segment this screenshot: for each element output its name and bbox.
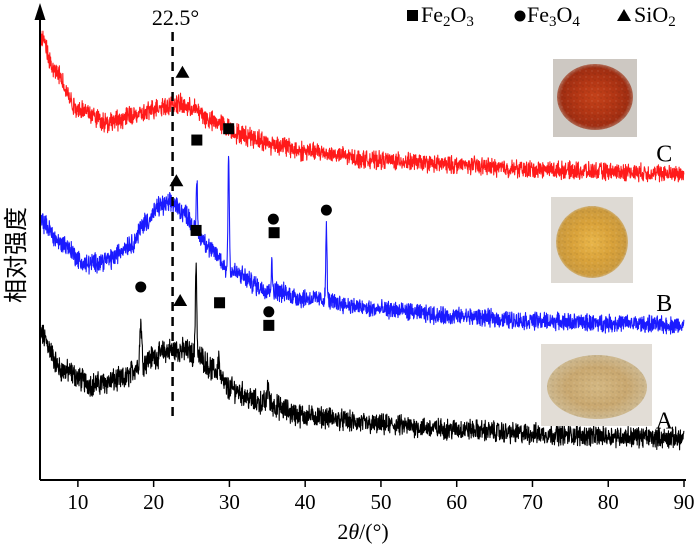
legend-triangle-marker — [617, 9, 631, 21]
series-label-A: A — [656, 408, 674, 434]
series-C-marker-0-triangle — [175, 65, 190, 78]
x-axis-title: 2θ/(°) — [337, 519, 388, 544]
series-A-line — [39, 262, 685, 451]
legend-entry-fe3o4: Fe3O4 — [527, 2, 580, 30]
x-axis-title-variable: θ — [348, 519, 359, 544]
series-C-line — [39, 30, 685, 183]
series-A-marker-2-square — [190, 224, 202, 236]
series-A-marker-0-circle — [135, 281, 147, 293]
legend-square-marker — [407, 10, 418, 21]
sample-photo-b — [551, 197, 633, 283]
traces-layer — [39, 30, 685, 451]
x-tick-label-40: 40 — [295, 490, 316, 514]
series-B-marker-3-circle — [267, 213, 279, 225]
x-tick-label-70: 70 — [522, 490, 543, 514]
x-tick-label-50: 50 — [370, 490, 391, 514]
legend-entry-fe2o3: Fe2O3 — [421, 2, 474, 30]
series-labels: A B C — [656, 142, 674, 435]
x-tick-label-20: 20 — [143, 490, 164, 514]
reference-line-label: 22.5° — [152, 5, 199, 30]
series-label-C: C — [656, 142, 672, 168]
x-axis-title-unit: /(°) — [359, 519, 389, 544]
series-B-marker-4-square — [268, 227, 280, 239]
x-tick-label-90: 90 — [674, 490, 695, 514]
series-A-marker-4-circle — [263, 306, 275, 318]
legend: Fe2O3 Fe3O4 SiO2 — [407, 2, 676, 30]
x-tick-label-30: 30 — [219, 490, 240, 514]
series-B-marker-1-square — [191, 134, 203, 146]
x-tick-label-10: 10 — [67, 490, 88, 514]
x-ticks: 10 20 30 40 50 60 70 80 90 — [67, 480, 695, 514]
x-axis-title-main: 2 — [337, 519, 348, 544]
sample-photo-c — [553, 59, 637, 137]
series-A-marker-3-square — [214, 297, 226, 309]
legend-circle-marker — [514, 10, 526, 22]
series-B-marker-2-square — [223, 123, 235, 135]
series-A-marker-1-triangle — [173, 294, 188, 306]
x-tick-label-60: 60 — [446, 490, 467, 514]
y-axis-title: 相对强度 — [3, 207, 30, 303]
series-B-marker-0-triangle — [169, 174, 184, 187]
series-B-line — [39, 155, 685, 335]
series-label-B: B — [656, 291, 672, 317]
series-B-marker-5-circle — [320, 204, 332, 216]
phase-markers — [135, 65, 332, 331]
series-A-marker-5-square — [263, 319, 275, 331]
sample-photo-a — [541, 344, 652, 426]
legend-entry-sio2: SiO2 — [634, 2, 676, 30]
x-tick-label-80: 80 — [598, 490, 619, 514]
y-axis-arrow — [34, 3, 46, 20]
